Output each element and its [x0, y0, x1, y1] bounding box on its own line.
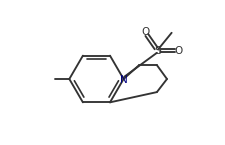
Text: S: S	[153, 46, 160, 56]
Text: O: O	[141, 27, 149, 37]
Text: N: N	[120, 75, 128, 85]
Text: O: O	[174, 46, 182, 56]
